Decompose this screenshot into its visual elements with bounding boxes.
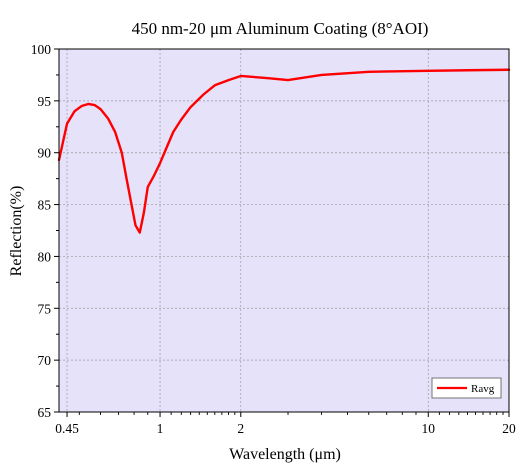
y-tick-label: 90 bbox=[38, 146, 52, 161]
y-axis-label: Reflection(%) bbox=[8, 186, 25, 277]
series-layer bbox=[57, 68, 511, 234]
series-line-ravg bbox=[57, 68, 511, 234]
legend-entry-ravg: Ravg bbox=[471, 383, 495, 395]
x-axis-label: Wavelength (μm) bbox=[229, 446, 341, 463]
y-tick-label: 80 bbox=[38, 249, 52, 264]
grid-lines bbox=[59, 49, 509, 412]
x-tick-label: 20 bbox=[502, 421, 516, 436]
chart-title: 450 nm-20 μm Aluminum Coating (8°AOI) bbox=[132, 19, 429, 38]
y-tick-label: 75 bbox=[38, 301, 52, 316]
y-tick-label: 65 bbox=[38, 405, 52, 420]
y-tick-label: 85 bbox=[38, 198, 52, 213]
x-tick-label: 2 bbox=[237, 421, 244, 436]
legend: Ravg bbox=[431, 377, 502, 399]
x-tick-label: 10 bbox=[422, 421, 436, 436]
plot-area bbox=[59, 49, 509, 412]
x-tick-label: 0.45 bbox=[55, 421, 79, 436]
y-tick-label: 70 bbox=[38, 353, 52, 368]
x-tick-label: 1 bbox=[157, 421, 164, 436]
y-tick-label: 100 bbox=[31, 42, 52, 57]
axis-ticks: 65 70 75 80 85 90 95 100 0.45 1 2 10 20 bbox=[31, 42, 516, 436]
y-tick-label: 95 bbox=[38, 94, 52, 109]
